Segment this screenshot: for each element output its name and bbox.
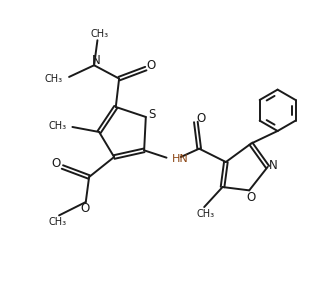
Text: O: O [246, 191, 256, 204]
Text: O: O [197, 112, 206, 125]
Text: O: O [52, 157, 61, 170]
Text: CH₃: CH₃ [90, 29, 108, 39]
Text: N: N [269, 159, 278, 172]
Text: CH₃: CH₃ [197, 209, 215, 219]
Text: CH₃: CH₃ [45, 74, 63, 84]
Text: N: N [91, 54, 100, 67]
Text: HN: HN [172, 154, 189, 164]
Text: S: S [148, 108, 155, 121]
Text: O: O [146, 59, 155, 72]
Text: CH₃: CH₃ [48, 217, 66, 227]
Text: O: O [80, 202, 90, 215]
Text: CH₃: CH₃ [48, 121, 66, 131]
